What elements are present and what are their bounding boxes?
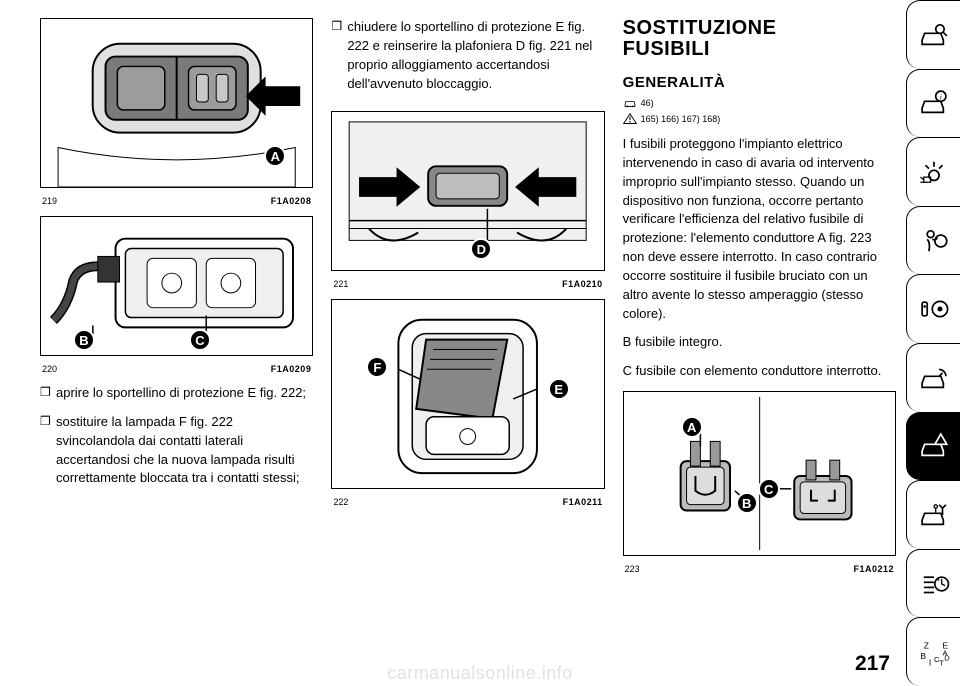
- emergency-icon: [917, 429, 951, 463]
- callout-B-223: B: [736, 492, 758, 514]
- fig219-code: F1A0208: [271, 196, 312, 206]
- fig223-code: F1A0212: [853, 564, 894, 574]
- figure-223: A B C: [623, 391, 896, 556]
- warning-triangle-icon: [623, 113, 637, 125]
- page-number: 217: [855, 652, 890, 676]
- figure-221: D: [331, 111, 604, 271]
- col1-bullet-1: aprire lo sportellino di protezione E fi…: [40, 384, 313, 403]
- fig220-code: F1A0209: [271, 364, 312, 374]
- tab-4[interactable]: [906, 206, 960, 275]
- tab-8[interactable]: [906, 480, 960, 549]
- maintenance-icon: [917, 498, 951, 532]
- car-info-icon: i: [917, 86, 951, 120]
- figure-222: F E: [331, 299, 604, 489]
- fig223-caption: 223 F1A0212: [623, 562, 896, 584]
- svg-text:i: i: [939, 93, 941, 102]
- fig221-num: 221: [333, 279, 348, 289]
- tab-3[interactable]: [906, 137, 960, 206]
- car-warning-icon: [623, 97, 637, 109]
- svg-text:D: D: [944, 654, 950, 663]
- col1-bullet-list: aprire lo sportellino di protezione E fi…: [40, 384, 313, 498]
- fig223-num: 223: [625, 564, 640, 574]
- col1-bullet-2: sostituire la lampada F fig. 222 svincol…: [40, 413, 313, 488]
- callout-A-223: A: [681, 416, 703, 438]
- specs-icon: [917, 567, 951, 601]
- fig220-num: 220: [42, 364, 57, 374]
- subsection-title: GENERALITÀ: [623, 74, 896, 91]
- svg-text:I: I: [928, 658, 930, 668]
- note2-text: 165) 166) 167) 168): [641, 114, 721, 124]
- note-line-1: 46): [623, 97, 896, 109]
- note-line-2: 165) 166) 167) 168): [623, 113, 896, 125]
- paragraph-3: C fusibile con elemento conduttore inter…: [623, 362, 896, 381]
- fig221-caption: 221 F1A0210: [331, 277, 604, 299]
- col2-bullet-1: chiudere lo sportellino di protezione E …: [331, 18, 604, 93]
- callout-C: C: [189, 329, 211, 351]
- callout-C-223: C: [758, 478, 780, 500]
- section-title-line1: SOSTITUZIONE: [623, 17, 777, 39]
- tab-9[interactable]: [906, 549, 960, 618]
- fig219-num: 219: [42, 196, 57, 206]
- fig222-num: 222: [333, 497, 348, 507]
- tab-10[interactable]: ZBICTEAD: [906, 617, 960, 686]
- tab-2[interactable]: i: [906, 69, 960, 138]
- fig221-illustration: [332, 112, 603, 270]
- fig222-caption: 222 F1A0211: [331, 495, 604, 517]
- section-tabs-sidebar: i ZBICTEAD: [906, 0, 960, 686]
- paragraph-1: I fusibili proteggono l'impianto elettri…: [623, 135, 896, 323]
- note1-text: 46): [641, 98, 654, 108]
- paragraph-2: B fusibile integro.: [623, 333, 896, 352]
- col2-bullet-list: chiudere lo sportellino di protezione E …: [331, 18, 604, 103]
- fig220-caption: 220 F1A0209: [40, 362, 313, 384]
- airbag-icon: [917, 224, 951, 258]
- tab-7-active[interactable]: [906, 412, 960, 481]
- index-icon: ZBICTEAD: [917, 635, 951, 669]
- tab-5[interactable]: [906, 274, 960, 343]
- fig219-caption: 219 F1A0208: [40, 194, 313, 216]
- figure-219: A: [40, 18, 313, 188]
- car-search-icon: [917, 18, 951, 52]
- svg-text:B: B: [920, 651, 926, 661]
- tab-1[interactable]: [906, 0, 960, 69]
- callout-B: B: [73, 329, 95, 351]
- svg-text:T: T: [939, 659, 944, 668]
- svg-text:Z: Z: [923, 641, 928, 651]
- dashboard-icon: [917, 361, 951, 395]
- callout-E: E: [548, 378, 570, 400]
- fig222-code: F1A0211: [563, 497, 603, 507]
- fig221-code: F1A0210: [562, 279, 603, 289]
- watermark: carmanualsonline.info: [0, 663, 960, 684]
- fig223-illustration: [624, 392, 895, 555]
- section-title: SOSTITUZIONE FUSIBILI: [623, 18, 896, 60]
- tab-6[interactable]: [906, 343, 960, 412]
- figure-220: B C: [40, 216, 313, 356]
- key-steering-icon: [917, 292, 951, 326]
- lights-icon: [917, 155, 951, 189]
- section-title-line2: FUSIBILI: [623, 38, 710, 60]
